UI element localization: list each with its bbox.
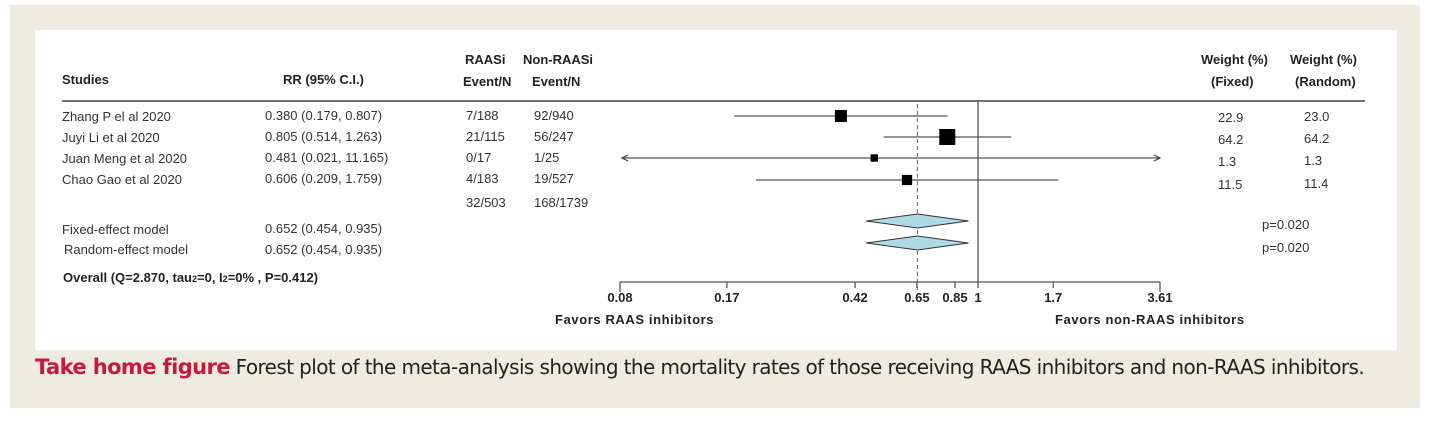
model-random-name: Random-effect model (64, 242, 189, 257)
study-weight-fixed: 64.2 (1218, 132, 1244, 147)
figure-caption: Take home figure Forest plot of the meta… (35, 355, 1365, 379)
caption-lead: Take home figure (35, 355, 230, 379)
study-weight-random: 11.4 (1304, 176, 1329, 191)
study-weight-fixed: 1.3 (1218, 154, 1237, 169)
model-random-rr: 0.652 (0.454, 0.935) (265, 242, 383, 257)
header-studies: Studies (62, 72, 109, 87)
study-raasi: 4/183 (466, 171, 499, 186)
forest-plot-panel (35, 30, 1397, 350)
overall-sub-2: 2 (222, 274, 228, 284)
favors-right-label: Favors non-RAAS inhibitors (1055, 312, 1245, 327)
x-tick-label: 0.65 (904, 290, 929, 305)
total-raasi: 32/503 (466, 195, 506, 210)
overall-text-3: =0% , P=0.412) (227, 270, 319, 285)
caption-text: Forest plot of the meta-analysis showing… (229, 355, 1365, 379)
study-marker (939, 129, 956, 145)
study-rr: 0.805 (0.514, 1.263) (265, 129, 383, 144)
ci-arrow-right (1153, 154, 1162, 162)
header-nonraasi-event: Event/N (532, 74, 581, 89)
overall-text-1: Overall (Q=2.870, tau (63, 270, 192, 285)
study-rr: 0.380 (0.179, 0.807) (265, 108, 383, 123)
study-name: Chao Gao et al 2020 (62, 172, 182, 187)
study-nonraasi: 19/527 (534, 171, 574, 186)
x-tick-label: 0.42 (842, 290, 867, 305)
study-rr: 0.481 (0.021, 11.165) (265, 150, 389, 165)
header-weight-fixed-sub: (Fixed) (1211, 74, 1254, 89)
study-weight-fixed: 22.9 (1218, 110, 1244, 125)
overall-heterogeneity: Overall (Q=2.870, tau2=0, I2=0% , P=0.41… (63, 270, 318, 285)
model-fixed-p: p=0.020 (1262, 217, 1310, 232)
study-marker (901, 174, 913, 186)
study-marker (834, 110, 847, 122)
x-tick-label: 3.61 (1147, 290, 1172, 305)
study-weight-fixed: 11.5 (1218, 177, 1243, 192)
header-nonraasi: Non-RAASi (523, 52, 594, 67)
study-marker (870, 154, 878, 162)
study-nonraasi: 92/940 (534, 108, 574, 123)
study-raasi: 0/17 (466, 150, 492, 165)
x-tick-label: 0.85 (942, 290, 967, 305)
study-name: Juyi Li et al 2020 (62, 130, 160, 145)
header-weight-random: Weight (%) (1290, 52, 1357, 67)
study-name: Juan Meng et al 2020 (62, 151, 188, 166)
overall-text-2: =0, I (197, 270, 223, 285)
ci-arrow-left (620, 154, 629, 162)
pooled-diamond (866, 213, 969, 229)
overall-sub-1: 2 (191, 274, 197, 284)
x-tick-label: 1 (974, 290, 981, 305)
header-raasi-event: Event/N (463, 74, 512, 89)
total-nonraasi: 168/1739 (534, 195, 589, 210)
x-tick-label: 0.08 (607, 290, 632, 305)
study-nonraasi: 1/25 (534, 150, 560, 165)
model-random-p: p=0.020 (1262, 240, 1310, 255)
model-fixed-rr: 0.652 (0.454, 0.935) (265, 221, 383, 236)
study-raasi: 7/188 (466, 108, 499, 123)
study-raasi: 21/115 (466, 129, 505, 144)
study-weight-random: 64.2 (1304, 131, 1330, 146)
x-tick-label: 1.7 (1044, 290, 1062, 305)
header-raasi: RAASi (465, 52, 506, 67)
study-nonraasi: 56/247 (534, 129, 574, 144)
study-rr: 0.606 (0.209, 1.759) (265, 171, 383, 186)
study-weight-random: 1.3 (1304, 153, 1323, 168)
x-tick-label: 0.17 (714, 290, 739, 305)
study-weight-random: 23.0 (1304, 109, 1330, 124)
favors-left-label: Favors RAAS inhibitors (555, 312, 715, 327)
header-weight-fixed: Weight (%) (1201, 52, 1268, 67)
study-name: Zhang P el al 2020 (62, 109, 171, 124)
header-rr: RR (95% C.I.) (283, 72, 364, 87)
model-fixed-name: Fixed-effect model (62, 222, 169, 237)
pooled-diamond (866, 235, 969, 251)
header-weight-random-sub: (Random) (1295, 74, 1356, 89)
